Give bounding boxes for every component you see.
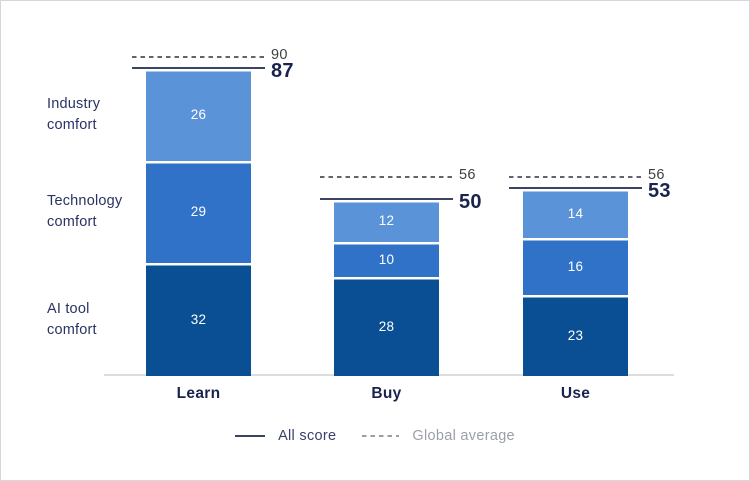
legend-label-all-score: All score xyxy=(278,428,337,444)
segment-value: 10 xyxy=(378,252,395,267)
segment-value: 26 xyxy=(190,107,207,123)
segment-ai-tool-comfort-learn: 32 xyxy=(146,263,251,376)
global-average-line-buy xyxy=(320,176,453,179)
segment-ai-tool-comfort-buy: 28 xyxy=(334,277,439,376)
segment-ai-tool-comfort-use: 23 xyxy=(523,294,628,376)
all-score-line-learn xyxy=(132,66,265,69)
all-score-value-use: 53 xyxy=(648,179,671,202)
x-axis-label-use: Use xyxy=(560,385,591,402)
legend-label-global-average: Global average xyxy=(412,428,515,444)
global-average-line-learn xyxy=(132,56,265,59)
all-score-value-learn: 87 xyxy=(271,59,294,82)
segment-industry-comfort-use: 14 xyxy=(523,188,628,239)
x-axis-label-buy: Buy xyxy=(371,385,402,402)
legend-item-all-score: All score xyxy=(235,428,336,444)
global-average-value-use: 56 xyxy=(648,167,665,184)
segment-industry-comfort-buy: 12 xyxy=(334,199,439,242)
segment-value: 28 xyxy=(378,319,395,335)
segment-technology-comfort-use: 16 xyxy=(523,238,628,295)
segment-technology-comfort-buy: 10 xyxy=(334,241,439,278)
segment-value: 12 xyxy=(378,213,395,229)
all-score-line-buy xyxy=(320,197,453,200)
row-label-technology-comfort: Technology comfort xyxy=(47,192,123,230)
segment-value: 32 xyxy=(190,312,207,327)
segment-industry-comfort-learn: 26 xyxy=(146,68,251,161)
segment-value: 29 xyxy=(190,204,207,220)
segment-value: 23 xyxy=(567,327,584,343)
global-average-value-buy: 56 xyxy=(459,167,476,184)
global-average-line-use xyxy=(509,176,642,179)
legend-item-global-average: Global average xyxy=(362,428,515,444)
x-axis-label-learn: Learn xyxy=(176,385,221,402)
global-average-line-sample xyxy=(362,435,400,437)
segment-value: 16 xyxy=(567,259,584,275)
legend: All score Global average xyxy=(1,428,749,444)
all-score-line-use xyxy=(509,186,642,189)
all-score-line-sample xyxy=(235,435,266,437)
segment-technology-comfort-learn: 29 xyxy=(146,160,251,264)
row-label-ai-tool-comfort: AI tool comfort xyxy=(47,300,97,338)
segment-value: 14 xyxy=(567,206,584,222)
global-average-value-learn: 90 xyxy=(271,47,288,64)
all-score-value-buy: 50 xyxy=(459,190,482,213)
row-label-industry-comfort: Industry comfort xyxy=(47,95,101,133)
